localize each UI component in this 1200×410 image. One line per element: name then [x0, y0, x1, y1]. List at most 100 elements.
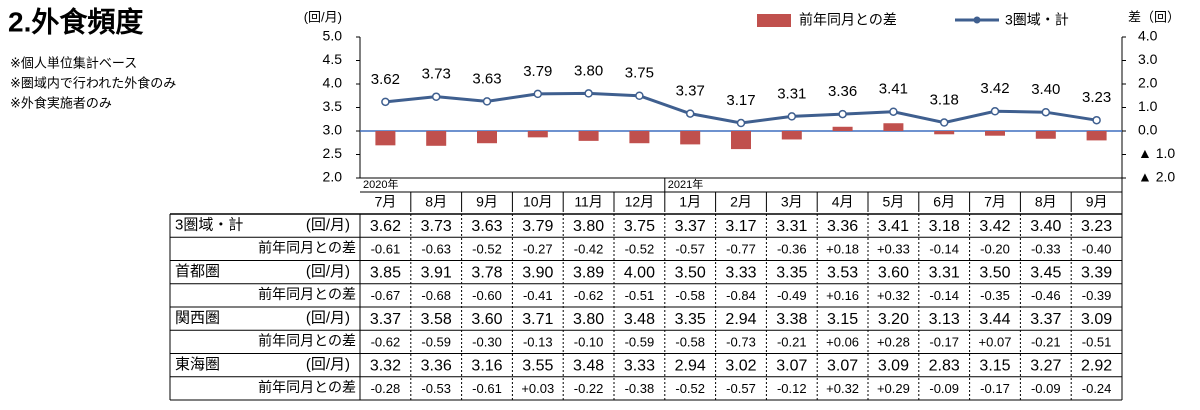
- table-diff: -0.36: [777, 241, 807, 256]
- table-value: 3.73: [421, 218, 452, 235]
- table-value: 3.63: [471, 218, 502, 235]
- data-label: 3.31: [777, 85, 806, 102]
- table-value: 3.60: [471, 311, 502, 328]
- table-value: 3.50: [675, 264, 706, 281]
- region-unit: (回/月): [306, 217, 350, 234]
- table-diff: +0.16: [826, 288, 859, 303]
- marker: [685, 109, 695, 118]
- table-diff: +0.32: [877, 288, 910, 303]
- region-name: 首都圏: [175, 263, 220, 280]
- table-value: 3.58: [421, 311, 452, 328]
- region-unit: (回/月): [306, 263, 350, 280]
- note: ※個人単位集計ベース: [10, 55, 137, 70]
- data-label: 3.17: [726, 92, 755, 109]
- table-diff: -0.40: [1082, 241, 1112, 256]
- legend-swatch: [973, 16, 981, 24]
- table-diff: -0.41: [523, 288, 553, 303]
- table-diff: -0.28: [371, 381, 401, 396]
- y2-tick-label: 1.0: [1138, 98, 1158, 114]
- table-value: 3.50: [979, 264, 1010, 281]
- table-diff: -0.68: [421, 288, 451, 303]
- legend-label: 3圏域・計: [1005, 12, 1069, 28]
- table-diff: +0.06: [826, 334, 859, 349]
- data-label: 3.36: [828, 83, 857, 100]
- marker: [584, 89, 593, 98]
- table-value: 3.48: [624, 311, 655, 328]
- table-value: 3.37: [370, 311, 401, 328]
- table-value: 3.78: [471, 264, 502, 281]
- x-tick-label: 7月: [375, 194, 397, 210]
- table-diff: -0.59: [421, 334, 451, 349]
- marker: [990, 107, 1000, 116]
- table-diff: -0.13: [523, 334, 553, 349]
- y-tick-label: 2.5: [323, 145, 343, 161]
- table-value: 3.48: [573, 357, 604, 374]
- marker: [1092, 115, 1101, 125]
- y-tick-label: 3.5: [323, 98, 343, 114]
- table-diff: +0.07: [979, 334, 1012, 349]
- table-value: 3.18: [929, 218, 960, 235]
- marker: [939, 118, 949, 127]
- note: ※圏域内で行われた外食のみ: [10, 75, 176, 90]
- table-value: 3.02: [725, 357, 756, 374]
- data-label: 3.23: [1082, 89, 1111, 106]
- bar: [934, 131, 955, 135]
- table-value: 3.07: [776, 357, 807, 374]
- table-value: 3.89: [573, 264, 604, 281]
- x-tick-label: 12月: [625, 194, 655, 210]
- table-diff: -0.61: [371, 241, 401, 256]
- data-label: 3.62: [371, 71, 400, 88]
- table-diff: +0.03: [521, 381, 554, 396]
- table-diff: -0.57: [675, 241, 705, 256]
- table-diff: -0.10: [574, 334, 604, 349]
- table-value: 3.09: [878, 357, 909, 374]
- table-diff: -0.62: [371, 334, 401, 349]
- bar: [781, 131, 802, 140]
- table-diff: -0.58: [675, 334, 705, 349]
- x-tick-label: 5月: [883, 194, 905, 210]
- region-name: 関西圏: [175, 310, 220, 327]
- y-tick-label: 4.5: [323, 51, 343, 67]
- x-tick-label: 8月: [1035, 194, 1057, 210]
- marker: [482, 97, 492, 106]
- table-diff: -0.67: [371, 288, 401, 303]
- marker: [838, 109, 847, 119]
- table-diff: -0.35: [980, 288, 1010, 303]
- data-label: 3.73: [422, 66, 451, 83]
- marker: [635, 91, 644, 100]
- note: ※外食実施者のみ: [10, 95, 112, 110]
- table-value: 2.94: [725, 311, 756, 328]
- x-tick-label: 6月: [933, 194, 955, 210]
- bar: [680, 131, 701, 145]
- table-value: 3.35: [675, 311, 706, 328]
- table-value: 3.31: [776, 218, 807, 235]
- table-diff: -0.21: [777, 334, 807, 349]
- table-value: 3.44: [979, 311, 1010, 328]
- table-diff: -0.39: [1082, 288, 1112, 303]
- table-value: 3.80: [573, 218, 604, 235]
- table-diff: -0.73: [726, 334, 756, 349]
- table-diff: -0.20: [980, 241, 1010, 256]
- marker: [381, 97, 390, 107]
- table-value: 3.15: [827, 311, 858, 328]
- table-diff: -0.59: [625, 334, 655, 349]
- page-title: 2.外食頻度: [8, 5, 143, 37]
- data-label: 3.40: [1031, 81, 1060, 98]
- marker: [889, 107, 898, 116]
- table-diff: -0.12: [777, 381, 807, 396]
- table-diff: -0.58: [675, 288, 705, 303]
- table-value: 3.13: [929, 311, 960, 328]
- table-diff: -0.49: [777, 288, 807, 303]
- table-diff: -0.52: [675, 381, 705, 396]
- diff-label: 前年同月との差: [258, 379, 356, 395]
- table-value: 2.94: [675, 357, 706, 374]
- y2-tick-label: 4.0: [1138, 28, 1158, 44]
- table-value: 3.41: [878, 218, 909, 235]
- table-diff: -0.17: [980, 381, 1010, 396]
- table-value: 3.45: [1030, 264, 1061, 281]
- y2-tick-label: 0.0: [1138, 122, 1158, 138]
- diff-label: 前年同月との差: [258, 333, 356, 349]
- table-value: 3.37: [1030, 311, 1061, 328]
- table-value: 3.36: [827, 218, 858, 235]
